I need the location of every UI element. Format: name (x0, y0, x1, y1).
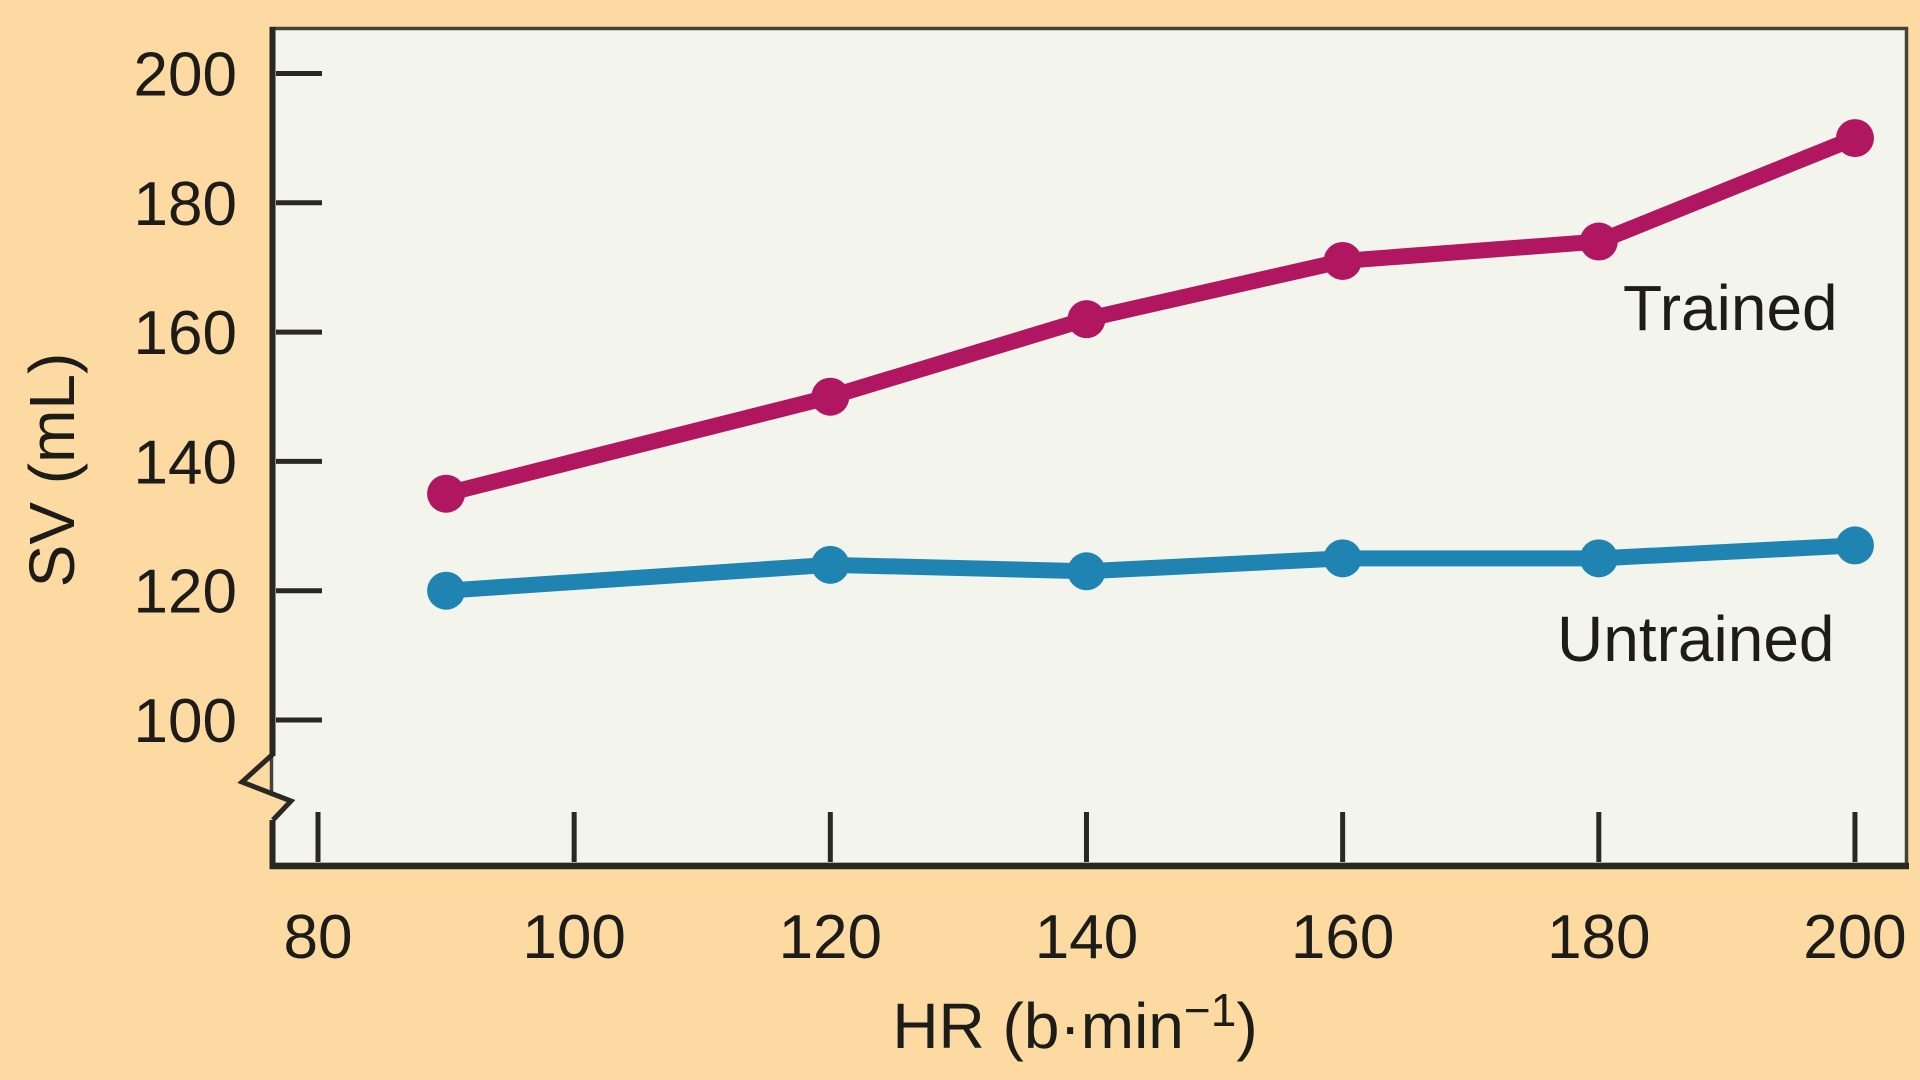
x-tick-label: 160 (1291, 903, 1394, 972)
data-point-trained-160 (1323, 241, 1362, 280)
plot-area (270, 27, 1908, 866)
y-axis-ticks: 200 180 160 140 120 100 (134, 40, 322, 756)
series-line-trained (438, 130, 1863, 502)
x-axis-title: HR (b·min−1) (892, 984, 1257, 1062)
x-axis-title-close: ) (1236, 990, 1257, 1062)
data-series: Trained Untrained (427, 119, 1874, 675)
x-tick-label: 140 (1035, 903, 1138, 972)
x-tick-label: 180 (1547, 903, 1650, 972)
data-point-untrained-180 (1579, 539, 1618, 578)
series-label-trained: Trained (1623, 272, 1838, 344)
data-point-trained-140 (1067, 300, 1106, 339)
data-point-trained-200 (1835, 119, 1874, 158)
x-tick-label: 80 (284, 903, 353, 972)
y-tick-label: 180 (134, 170, 237, 239)
x-tick-label: 120 (779, 903, 882, 972)
x-tick-label: 200 (1803, 903, 1906, 972)
y-tick-label: 140 (134, 428, 237, 497)
y-tick-label: 100 (134, 687, 237, 756)
data-point-untrained-90 (427, 571, 466, 610)
x-axis-title-base: HR (b·min (892, 990, 1184, 1062)
x-axis-ticks: 80 100 120 140 160 180 200 (284, 812, 1907, 972)
y-tick-label: 160 (134, 299, 237, 368)
data-point-untrained-140 (1067, 552, 1106, 591)
data-point-trained-180 (1579, 222, 1618, 261)
data-point-trained-120 (811, 377, 850, 416)
data-point-untrained-120 (811, 545, 850, 584)
y-axis-title: SV (mL) (16, 353, 88, 588)
y-tick-label: 200 (134, 40, 237, 109)
data-point-untrained-160 (1323, 539, 1362, 578)
data-point-trained-90 (427, 474, 466, 513)
y-axis-break-icon (237, 752, 296, 822)
y-tick-label: 120 (134, 558, 237, 627)
series-line-untrained (438, 537, 1863, 599)
x-tick-label: 100 (522, 903, 625, 972)
data-point-untrained-200 (1835, 526, 1874, 565)
x-axis-title-superscript: −1 (1184, 984, 1236, 1036)
series-label-untrained: Untrained (1557, 603, 1835, 675)
